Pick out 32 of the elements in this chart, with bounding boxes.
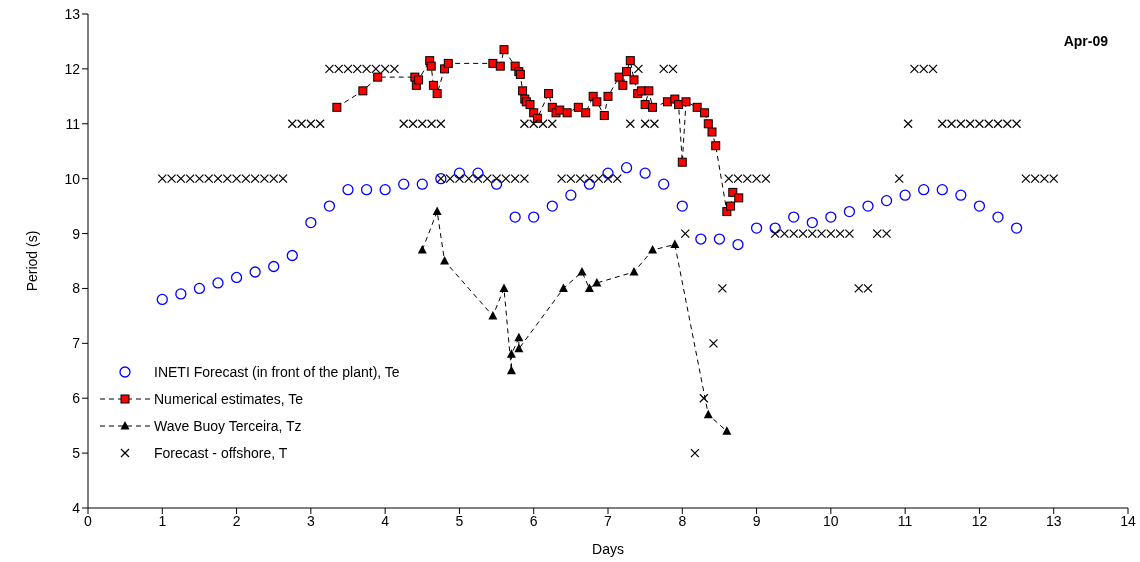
y-tick-label: 7 bbox=[72, 335, 81, 352]
x-tick-label: 8 bbox=[678, 512, 687, 529]
annotation: Apr-09 bbox=[1063, 33, 1109, 49]
y-axis-title: Period (s) bbox=[23, 230, 40, 292]
y-tick-label: 4 bbox=[72, 499, 81, 516]
legend-label: Wave Buoy Terceira, Tz bbox=[154, 417, 302, 434]
x-tick-label: 11 bbox=[897, 512, 913, 529]
x-tick-label: 3 bbox=[306, 512, 315, 529]
legend-label: Forecast - offshore, T bbox=[154, 444, 288, 461]
y-tick-label: 5 bbox=[72, 445, 81, 462]
legend-label: Numerical estimates, Te bbox=[154, 390, 304, 407]
y-tick-label: 9 bbox=[72, 225, 81, 242]
x-tick-label: 10 bbox=[823, 512, 839, 529]
x-tick-label: 5 bbox=[455, 512, 464, 529]
x-tick-label: 7 bbox=[604, 512, 613, 529]
x-tick-label: 0 bbox=[84, 512, 93, 529]
x-tick-label: 1 bbox=[158, 512, 167, 529]
y-tick-label: 13 bbox=[64, 5, 81, 22]
y-tick-label: 8 bbox=[72, 280, 81, 297]
y-tick-label: 12 bbox=[64, 60, 81, 77]
x-tick-label: 9 bbox=[752, 512, 761, 529]
x-tick-label: 13 bbox=[1045, 512, 1062, 529]
y-tick-label: 11 bbox=[65, 115, 81, 132]
x-tick-label: 14 bbox=[1120, 512, 1136, 529]
x-tick-label: 6 bbox=[529, 512, 538, 529]
x-tick-label: 4 bbox=[381, 512, 390, 529]
y-tick-label: 6 bbox=[72, 390, 81, 407]
legend-label: INETI Forecast (in front of the plant), Te bbox=[154, 363, 400, 380]
x-axis-title: Days bbox=[592, 541, 624, 557]
y-tick-label: 10 bbox=[64, 170, 81, 187]
x-tick-label: 2 bbox=[232, 512, 241, 529]
x-tick-label: 12 bbox=[971, 512, 988, 529]
